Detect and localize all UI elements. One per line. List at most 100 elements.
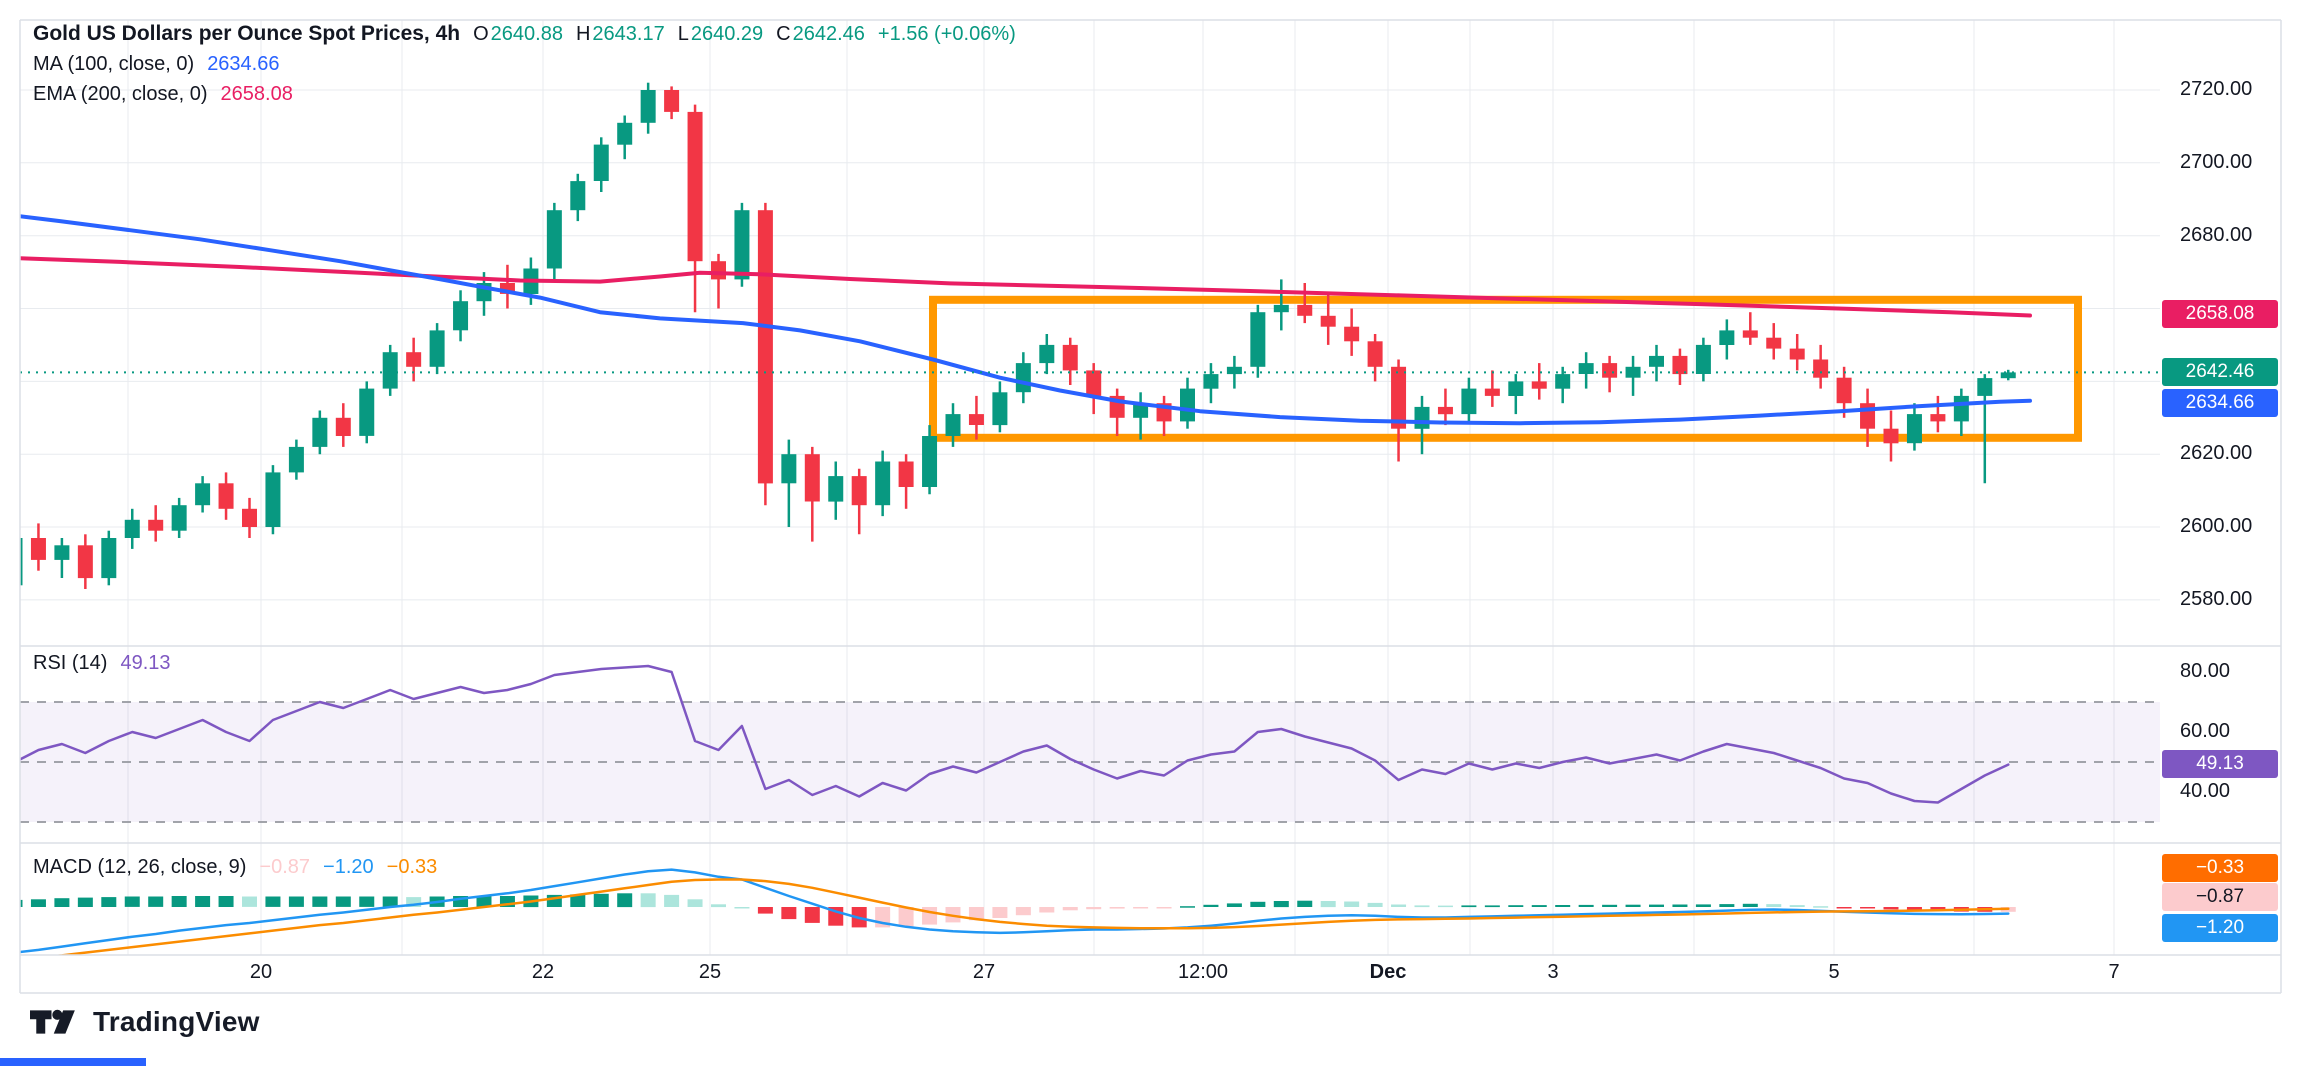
candle [1015,363,1031,393]
candle [1766,337,1782,349]
candle [1226,366,1242,375]
tradingview-logo-icon [30,1009,75,1034]
time-axis-label: 5 [1828,961,1840,983]
tradingview-logo[interactable]: TradingView [30,1006,260,1038]
macd-signal-line[interactable] [15,878,2010,960]
rsi-label: RSI (14) [33,652,108,674]
macd-label: MACD (12, 26, close, 9) [33,856,247,878]
candle [1672,355,1688,375]
candle [804,454,820,502]
candle [1039,344,1055,364]
price-axis-label: 2620.00 [2180,442,2253,465]
macd-hist-badge: −0.87 [2162,883,2278,911]
candle [968,414,984,425]
candle [77,545,93,579]
candle [640,90,656,123]
candle [1836,377,1852,404]
rsi-legend[interactable]: RSI (14) 49.13 [33,652,171,675]
candlestick-series [20,82,2016,589]
macd-line[interactable] [15,868,2010,954]
candle [1719,330,1735,345]
macd-line-value: −1.20 [323,856,374,878]
close-readout: C 2642.46 [776,23,865,45]
candle [101,538,117,579]
ema-legend[interactable]: EMA (200, close, 0) 2658.08 [33,83,293,106]
candle [1133,403,1149,418]
highlight-box[interactable] [929,295,2082,442]
symbol-title: Gold US Dollars per Ounce Spot Prices, 4… [33,22,461,45]
candle [687,111,703,262]
rsi-axis-label: 40.00 [2180,780,2231,802]
candle [1250,312,1266,367]
price-axis-label: 2700.00 [2180,150,2253,173]
ma-price-badge: 2634.66 [2162,389,2278,417]
candle [711,261,726,280]
ema-200-line[interactable] [0,256,2032,318]
candle [1742,330,1758,338]
rsi-line[interactable] [15,664,2010,804]
candle [335,417,351,436]
candle [1414,406,1430,429]
ma-legend[interactable]: MA (100, close, 0) 2634.66 [33,53,279,76]
time-axis-label: 12:00 [1177,961,1229,983]
candle [898,461,914,487]
candle [1906,414,1922,444]
ema-value: 2658.08 [220,83,293,105]
grid [20,20,2160,955]
price-axis-label: 2580.00 [2180,587,2253,610]
candle [148,519,164,531]
ma-100-line[interactable] [0,214,2032,426]
candle [1977,378,1993,396]
macd-panel [15,868,2016,960]
candle [1649,355,1664,367]
change-readout: +1.56 (+0.06%) [877,23,1016,45]
symbol-legend[interactable]: Gold US Dollars per Ounce Spot Prices, 4… [33,22,1016,46]
candle [570,181,586,211]
candle [499,283,515,294]
candle [124,519,140,538]
candle [242,508,257,527]
candle [851,476,867,506]
candle [1062,344,1078,371]
rsi-panel [15,664,2160,823]
candle [171,505,187,531]
candle [1367,341,1383,367]
candle [1789,348,1805,360]
candle [1555,374,1571,389]
low-readout: L 2640.29 [677,23,764,45]
tradingview-logo-text: TradingView [93,1006,260,1037]
candle [218,483,234,509]
candle [1320,315,1336,327]
candle [1297,304,1313,316]
candle [1344,326,1360,342]
last-price-badge: 2642.46 [2162,358,2278,386]
high-readout: H 2643.17 [575,23,665,45]
candle [875,461,891,506]
candle [546,210,562,269]
time-axis-label: 27 [972,961,996,983]
candle [1273,304,1289,313]
time-axis-label: Dec [1369,961,1407,983]
candle [382,352,398,389]
price-axis-label: 2600.00 [2180,515,2253,538]
candle [1695,344,1711,374]
macd-legend[interactable]: MACD (12, 26, close, 9) −0.87 −1.20 −0.3… [33,856,437,879]
candle [2000,372,2016,379]
candle [593,144,609,181]
candle [429,330,445,367]
candle [1531,381,1547,389]
candle [992,392,1008,426]
candle [195,483,211,506]
price-axis-label: 2720.00 [2180,78,2253,100]
panel-separators [19,19,2282,994]
candle [1437,406,1453,415]
candle [1953,395,1969,422]
rsi-axis-label: 80.00 [2180,660,2231,682]
candle [828,476,844,502]
candle [1813,359,1829,378]
price-axis-label: 2680.00 [2180,223,2253,246]
candle [1508,381,1524,396]
candle [1625,366,1641,378]
